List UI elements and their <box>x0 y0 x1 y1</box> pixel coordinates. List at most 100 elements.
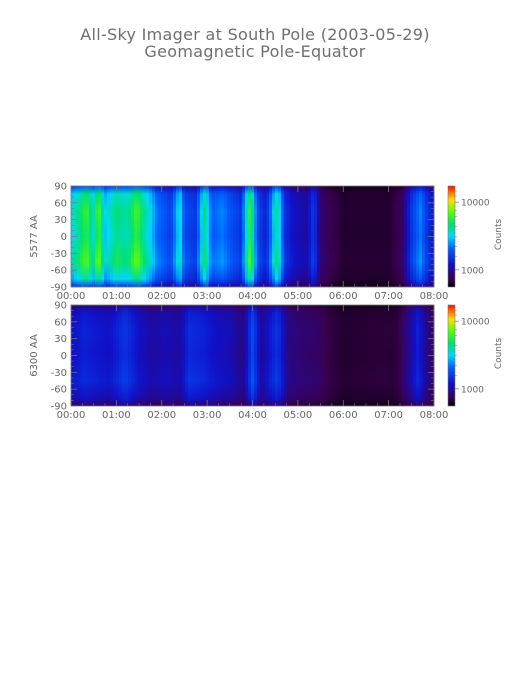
heatmap-column <box>266 186 270 287</box>
heatmap-column <box>314 305 318 406</box>
heatmap-column <box>143 186 147 287</box>
x-tick-label: 08:00 <box>420 410 449 421</box>
heatmap-column <box>422 186 426 287</box>
heatmap-column <box>320 305 324 406</box>
x-tick-label: 05:00 <box>283 410 312 421</box>
heatmap-column <box>110 186 114 287</box>
heatmap-column <box>83 186 87 287</box>
heatmap-column <box>335 305 339 406</box>
heatmap-column <box>275 186 279 287</box>
heatmap-column <box>287 186 291 287</box>
heatmap-column <box>137 186 141 287</box>
y-tick-label: 30 <box>54 215 67 226</box>
heatmap-column <box>296 186 300 287</box>
y-axis-label: 5577 AA <box>29 215 40 258</box>
heatmap-column <box>335 186 339 287</box>
heatmap-column <box>125 186 129 287</box>
heatmap-column <box>203 186 207 287</box>
y-tick-label: 60 <box>54 198 67 209</box>
heatmap-column <box>209 186 213 287</box>
heatmap-column <box>107 186 111 287</box>
heatmap-column <box>263 186 267 287</box>
heatmap-column <box>83 305 87 406</box>
heatmap-column <box>302 305 306 406</box>
heatmap-column <box>212 186 216 287</box>
heatmap-column <box>242 305 246 406</box>
heatmap-column <box>344 305 348 406</box>
heatmap-column <box>371 186 375 287</box>
heatmap-column <box>179 305 183 406</box>
heatmap-column <box>278 305 282 406</box>
x-tick-label: 00:00 <box>57 410 86 421</box>
heatmap-column <box>215 186 219 287</box>
heatmap-column <box>134 186 138 287</box>
heatmap-column <box>383 305 387 406</box>
heatmap-column <box>389 186 393 287</box>
heatmap-column <box>179 186 183 287</box>
heatmap-column <box>293 305 297 406</box>
heatmap-column <box>89 305 93 406</box>
heatmap-column <box>227 305 231 406</box>
heatmap-column <box>185 186 189 287</box>
y-tick-label: -60 <box>51 385 67 396</box>
heatmap-column <box>227 186 231 287</box>
heatmap-column <box>80 186 84 287</box>
heatmap-column <box>287 305 291 406</box>
heatmap-column <box>338 305 342 406</box>
heatmap-column <box>155 305 159 406</box>
heatmap-column <box>245 186 249 287</box>
heatmap-column <box>242 186 246 287</box>
heatmap-column <box>368 186 372 287</box>
colorbar <box>447 185 456 288</box>
heatmap-column <box>320 186 324 287</box>
chart-title: All-Sky Imager at South Pole (2003-05-29… <box>80 25 430 44</box>
heatmap-column <box>164 186 168 287</box>
heatmap-cells <box>71 305 435 406</box>
heatmap-column <box>218 186 222 287</box>
y-axis-label: 6300 AA <box>29 334 40 377</box>
colorbar-tick-label: 10000 <box>461 318 490 328</box>
heatmap-column <box>416 186 420 287</box>
heatmap-column <box>311 305 315 406</box>
heatmap-column <box>101 305 105 406</box>
heatmap-column <box>182 186 186 287</box>
heatmap-column <box>284 186 288 287</box>
heatmap-column <box>194 305 198 406</box>
y-tick-label: -90 <box>51 402 67 413</box>
heatmap-column <box>380 186 384 287</box>
heatmap-column <box>269 305 273 406</box>
heatmap-column <box>395 305 399 406</box>
heatmap-column <box>251 305 255 406</box>
heatmap-column <box>176 186 180 287</box>
heatmap-column <box>284 305 288 406</box>
x-tick-label: 05:00 <box>283 291 312 302</box>
heatmap-column <box>377 305 381 406</box>
heatmap-column <box>317 186 321 287</box>
heatmap-column <box>161 305 165 406</box>
heatmap-column <box>344 186 348 287</box>
heatmap-column <box>221 305 225 406</box>
heatmap-column <box>317 305 321 406</box>
x-tick-label: 00:00 <box>57 291 86 302</box>
heatmap-column <box>185 305 189 406</box>
heatmap-column <box>146 305 150 406</box>
y-tick-label: -30 <box>51 368 67 379</box>
heatmap-column <box>191 186 195 287</box>
heatmap-column <box>170 186 174 287</box>
heatmap-column <box>155 186 159 287</box>
x-tick-label: 02:00 <box>147 291 176 302</box>
heatmap-column <box>239 305 243 406</box>
heatmap-column <box>350 186 354 287</box>
heatmap-column <box>158 186 162 287</box>
heatmap-column <box>293 186 297 287</box>
heatmap-column <box>269 186 273 287</box>
chart-subtitle: Geomagnetic Pole-Equator <box>144 42 366 61</box>
heatmap-column <box>308 186 312 287</box>
heatmap-column <box>347 186 351 287</box>
heatmap-column <box>167 305 171 406</box>
heatmap-column <box>95 186 99 287</box>
heatmap-column <box>191 305 195 406</box>
heatmap-column <box>323 186 327 287</box>
